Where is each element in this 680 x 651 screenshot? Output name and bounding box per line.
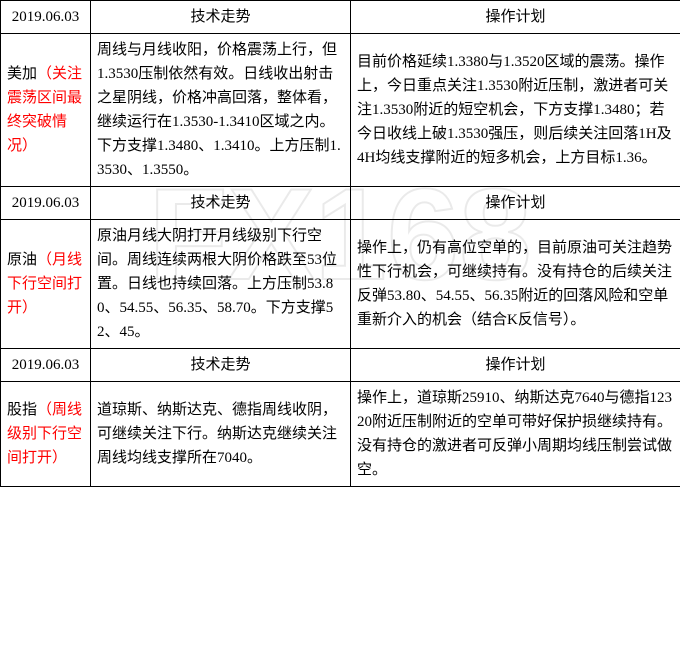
- date-cell: 2019.06.03: [1, 349, 91, 382]
- table-row: 股指（周线级别下行空间打开） 道琼斯、纳斯达克、德指周线收阴，可继续关注下行。纳…: [1, 382, 680, 487]
- plan-cell: 目前价格延续1.3380与1.3520区域的震荡。操作上，今日重点关注1.353…: [351, 34, 680, 187]
- trend-header: 技术走势: [91, 1, 351, 34]
- trend-header: 技术走势: [91, 349, 351, 382]
- table-header-row: 2019.06.03 技术走势 操作计划: [1, 187, 680, 220]
- plan-header: 操作计划: [351, 1, 680, 34]
- instrument-label-cell: 美加（关注震荡区间最终突破情况）: [1, 34, 91, 187]
- date-cell: 2019.06.03: [1, 1, 91, 34]
- instrument-label-cell: 股指（周线级别下行空间打开）: [1, 382, 91, 487]
- table-row: 原油（月线下行空间打开） 原油月线大阴打开月线级别下行空间。周线连续两根大阴价格…: [1, 220, 680, 349]
- table-header-row: 2019.06.03 技术走势 操作计划: [1, 349, 680, 382]
- table-header-row: 2019.06.03 技术走势 操作计划: [1, 1, 680, 34]
- plan-header: 操作计划: [351, 187, 680, 220]
- instrument-name: 原油: [7, 252, 37, 268]
- instrument-label-cell: 原油（月线下行空间打开）: [1, 220, 91, 349]
- instrument-name: 股指: [7, 402, 37, 418]
- date-cell: 2019.06.03: [1, 187, 91, 220]
- trend-header: 技术走势: [91, 187, 351, 220]
- instrument-name: 美加: [7, 66, 37, 82]
- analysis-table: 2019.06.03 技术走势 操作计划 美加（关注震荡区间最终突破情况） 周线…: [0, 0, 680, 487]
- trend-cell: 道琼斯、纳斯达克、德指周线收阴，可继续关注下行。纳斯达克继续关注周线均线支撑所在…: [91, 382, 351, 487]
- trend-cell: 周线与月线收阳，价格震荡上行，但1.3530压制依然有效。日线收出射击之星阴线，…: [91, 34, 351, 187]
- plan-cell: 操作上，道琼斯25910、纳斯达克7640与德指12320附近压制附近的空单可带…: [351, 382, 680, 487]
- plan-header: 操作计划: [351, 349, 680, 382]
- table-row: 美加（关注震荡区间最终突破情况） 周线与月线收阳，价格震荡上行，但1.3530压…: [1, 34, 680, 187]
- trend-cell: 原油月线大阴打开月线级别下行空间。周线连续两根大阴价格跌至53位置。日线也持续回…: [91, 220, 351, 349]
- plan-cell: 操作上，仍有高位空单的，目前原油可关注趋势性下行机会，可继续持有。没有持仓的后续…: [351, 220, 680, 349]
